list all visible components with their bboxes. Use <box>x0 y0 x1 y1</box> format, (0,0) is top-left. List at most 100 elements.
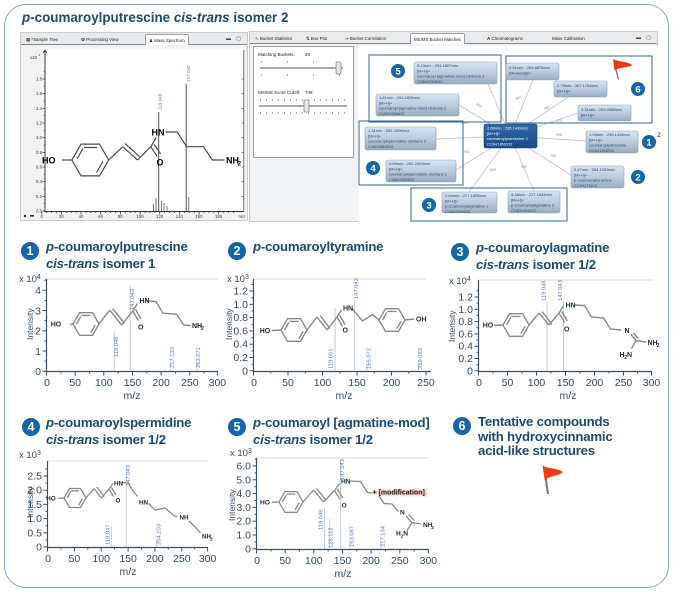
svg-text:0.2: 0.2 <box>458 353 473 365</box>
svg-text:0: 0 <box>251 377 257 389</box>
svg-text:0.6: 0.6 <box>233 325 248 337</box>
svg-text:HO: HO <box>46 496 56 503</box>
svg-text:2: 2 <box>35 326 41 338</box>
svg-text:0: 0 <box>44 377 50 389</box>
svg-text:80: 80 <box>118 214 123 218</box>
svg-text:0.6: 0.6 <box>458 328 473 340</box>
svg-text:O: O <box>343 328 349 335</box>
svg-text:140: 140 <box>176 214 184 218</box>
svg-text:0: 0 <box>254 555 260 567</box>
svg-text:HN: HN <box>566 303 576 310</box>
svg-text:NH: NH <box>226 156 239 166</box>
svg-text:25: 25 <box>305 52 311 57</box>
svg-text:147.043: 147.043 <box>558 280 564 301</box>
svg-text:OH: OH <box>416 317 427 324</box>
svg-text:100: 100 <box>314 377 332 389</box>
svg-text:902: 902 <box>464 150 470 154</box>
svg-text:1.0: 1.0 <box>236 530 251 542</box>
svg-text:895: 895 <box>462 121 468 125</box>
svg-text:2.0: 2.0 <box>27 485 42 497</box>
svg-text:NH: NH <box>192 323 202 330</box>
svg-text:300: 300 <box>643 377 661 389</box>
svg-text:Intensity: Intensity <box>25 486 35 518</box>
svg-text:119.048: 119.048 <box>542 280 548 301</box>
svg-text:NH: NH <box>202 534 212 541</box>
svg-text:0.8: 0.8 <box>458 316 473 328</box>
svg-text:150: 150 <box>348 377 366 389</box>
svg-text:965: 965 <box>490 168 496 172</box>
svg-text:H: H <box>620 352 625 359</box>
svg-text:N: N <box>400 510 405 517</box>
svg-text:128.113: 128.113 <box>329 527 335 548</box>
svg-text:2: 2 <box>624 355 627 361</box>
svg-text:N: N <box>403 531 408 538</box>
svg-text:3: 3 <box>35 305 41 317</box>
svg-text:0.2: 0.2 <box>36 194 43 199</box>
svg-text:0: 0 <box>35 366 41 378</box>
svg-text:Intensity: Intensity <box>447 310 457 342</box>
svg-text:0: 0 <box>242 366 248 378</box>
svg-text:2: 2 <box>238 161 242 168</box>
svg-text:HN: HN <box>152 128 165 138</box>
svg-text:H: H <box>396 531 401 538</box>
svg-text:O: O <box>157 158 164 168</box>
svg-text:250: 250 <box>173 553 191 565</box>
svg-text:147.043: 147.043 <box>130 289 136 310</box>
svg-text:200: 200 <box>146 553 164 565</box>
svg-text:300: 300 <box>209 377 227 389</box>
svg-text:200: 200 <box>152 377 170 389</box>
svg-text:1: 1 <box>646 137 652 148</box>
svg-text:0.8: 0.8 <box>36 150 43 155</box>
svg-text:Matching Buckets:: Matching Buckets: <box>258 52 295 57</box>
svg-text:950: 950 <box>521 165 527 169</box>
svg-text:217.134: 217.134 <box>381 525 387 547</box>
svg-text:200: 200 <box>383 377 401 389</box>
svg-text:147.042: 147.042 <box>354 278 360 299</box>
svg-text:NH: NH <box>423 522 433 529</box>
svg-text:250: 250 <box>615 377 633 389</box>
svg-text:0: 0 <box>467 366 473 378</box>
svg-text:1.0: 1.0 <box>36 135 43 140</box>
svg-text:150: 150 <box>119 553 137 565</box>
svg-text:250: 250 <box>417 377 435 389</box>
svg-text:250: 250 <box>391 555 409 567</box>
svg-text:HO: HO <box>483 323 494 330</box>
svg-text:Intensity: Intensity <box>227 489 237 521</box>
svg-text:390: 390 <box>543 105 550 111</box>
svg-text:1: 1 <box>35 346 41 358</box>
svg-text:2: 2 <box>635 172 640 183</box>
svg-text:0: 0 <box>41 214 44 218</box>
svg-text:20: 20 <box>59 214 64 218</box>
svg-text:100: 100 <box>92 553 110 565</box>
svg-text:3.0: 3.0 <box>236 502 251 514</box>
svg-text:119.048: 119.048 <box>114 336 120 357</box>
svg-text:NH: NH <box>648 340 658 347</box>
svg-text:MS/MS Score Cutoff:: MS/MS Score Cutoff: <box>258 90 300 95</box>
svg-text:844: 844 <box>515 95 522 101</box>
svg-text:0.5: 0.5 <box>27 527 42 539</box>
svg-text:4: 4 <box>35 285 41 297</box>
svg-text:5: 5 <box>395 66 401 77</box>
svg-text:NH: NH <box>180 515 190 522</box>
svg-text:50: 50 <box>282 377 294 389</box>
svg-text:+ [modification]: + [modification] <box>373 488 427 497</box>
svg-text:50: 50 <box>502 377 514 389</box>
svg-text:m/z: m/z <box>124 390 141 402</box>
svg-text:50: 50 <box>69 377 81 389</box>
svg-text:300: 300 <box>420 555 438 567</box>
svg-text:120: 120 <box>156 214 164 218</box>
svg-text:HO: HO <box>260 328 271 335</box>
svg-text:m/z: m/z <box>560 390 577 402</box>
svg-text:100: 100 <box>528 377 546 389</box>
svg-text:100: 100 <box>95 377 113 389</box>
svg-text:6.0: 6.0 <box>236 461 251 473</box>
svg-text:HN: HN <box>341 479 351 486</box>
svg-text:795: 795 <box>550 154 556 158</box>
svg-text:m/z: m/z <box>239 214 246 218</box>
svg-text:HN: HN <box>140 298 150 305</box>
svg-text:2.5: 2.5 <box>27 471 42 483</box>
svg-text:1.0: 1.0 <box>233 299 248 311</box>
svg-text:200: 200 <box>362 555 380 567</box>
svg-text:0: 0 <box>245 544 251 556</box>
svg-text:x 103: x 103 <box>19 450 41 461</box>
